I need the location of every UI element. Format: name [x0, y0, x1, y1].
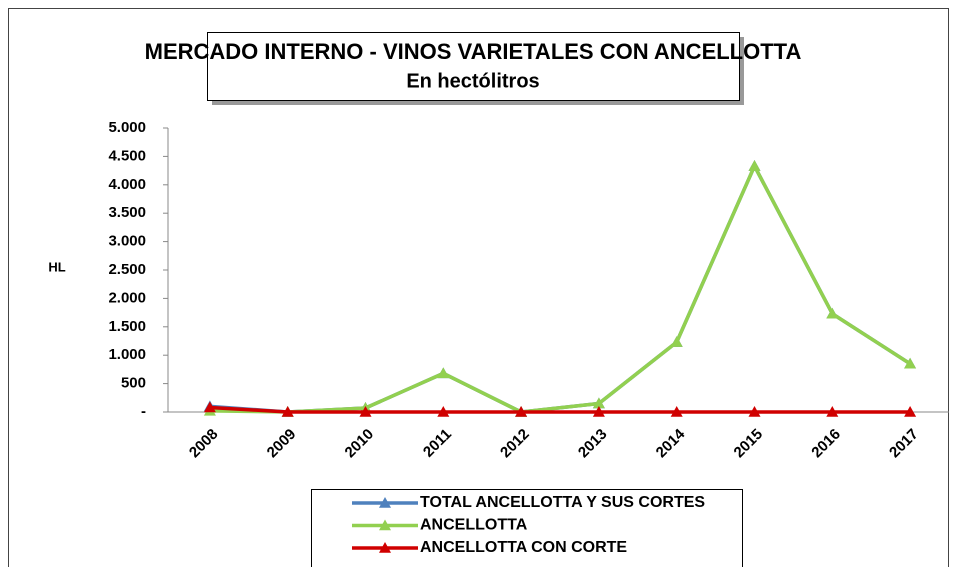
legend-marker [379, 542, 391, 553]
chart-subtitle: En hectólitros [406, 70, 539, 92]
legend-marker [379, 519, 391, 531]
legend-label: TOTAL ANCELLOTTA Y SUS CORTES [420, 494, 705, 511]
legend-label: ANCELLOTTA CON CORTE [420, 539, 627, 556]
marker [826, 307, 839, 319]
title-box [207, 32, 740, 101]
marker [437, 406, 450, 417]
y-tick-label: 4.500 [108, 147, 146, 164]
marker [826, 406, 839, 417]
marker [592, 397, 605, 409]
marker [904, 357, 917, 369]
legend-marker [379, 497, 391, 508]
marker [281, 406, 294, 417]
series-line [209, 164, 912, 414]
marker [203, 401, 216, 413]
y-tick-label: - [141, 403, 146, 420]
marker [670, 336, 683, 347]
y-tick-label: 4.000 [108, 176, 146, 193]
marker [592, 406, 605, 417]
y-tick-label: 2.000 [108, 289, 146, 306]
y-tick-label: 5.000 [108, 119, 146, 136]
y-tick-label: 3.000 [108, 233, 146, 250]
y-tick-label: 500 [121, 375, 146, 392]
marker [748, 406, 761, 417]
series-line [209, 405, 911, 414]
y-tick-label: 3.500 [108, 204, 146, 221]
y-tick-label: 2.500 [108, 261, 146, 278]
y-tick-label: 1.000 [108, 346, 146, 363]
y-tick-label: 1.500 [108, 318, 146, 335]
legend-label: ANCELLOTTA [420, 517, 528, 534]
marker [904, 406, 917, 417]
chart-title: MERCADO INTERNO - VINOS VARIETALES CON A… [145, 39, 802, 64]
marker [359, 406, 372, 417]
y-axis-label: HL [48, 259, 65, 274]
marker [515, 406, 528, 417]
marker [670, 406, 683, 417]
marker [437, 367, 450, 379]
marker [748, 160, 761, 171]
